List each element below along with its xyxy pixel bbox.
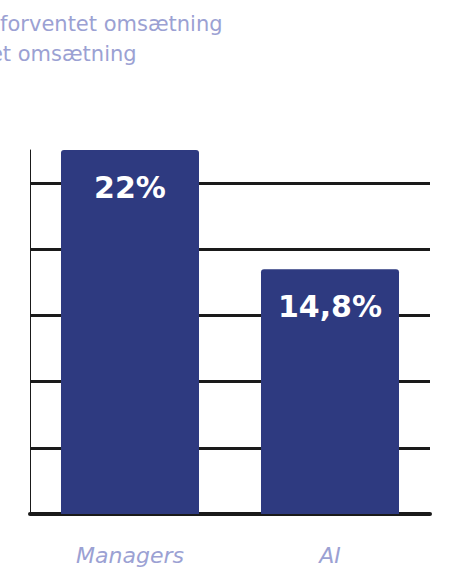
svg-text:22%: 22% <box>94 170 166 205</box>
svg-text:14,8%: 14,8% <box>278 289 382 324</box>
svg-text:Differencen mellem forventet o: Differencen mellem forventet omsætning <box>0 12 229 36</box>
svg-text:Managers: Managers <box>76 543 184 568</box>
svg-text:og realiseret omsætning: og realiseret omsætning <box>0 42 137 66</box>
svg-text:AI: AI <box>317 543 341 568</box>
